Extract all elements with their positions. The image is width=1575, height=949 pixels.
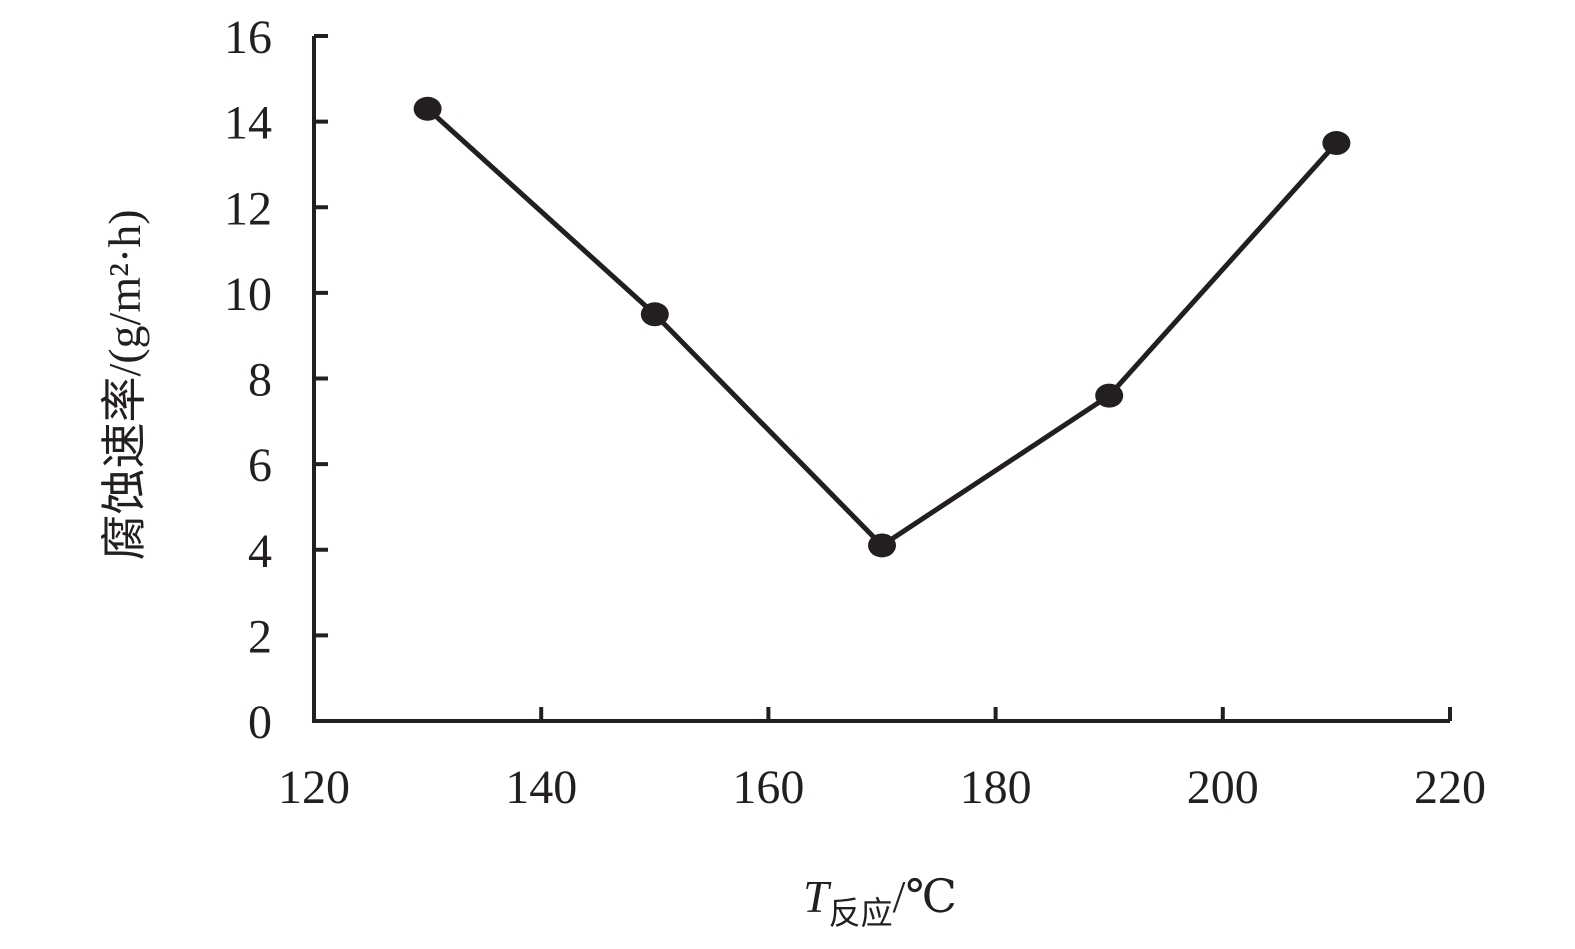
- y-tick-label: 4: [248, 525, 272, 578]
- x-tick-label: 140: [505, 761, 577, 814]
- data-point: [1322, 131, 1351, 156]
- y-axis-ticks: 0 2 4 6 8 10 12 14 16: [224, 11, 328, 749]
- x-tick-label: 200: [1187, 761, 1259, 814]
- series-group: [413, 96, 1351, 558]
- y-tick-label: 2: [248, 610, 272, 663]
- x-tick-label: 180: [960, 761, 1032, 814]
- x-axis-ticks: 120 140 160 180 200 220: [278, 707, 1486, 814]
- x-tick-label: 120: [278, 761, 350, 814]
- y-tick-label: 0: [248, 696, 272, 749]
- x-tick-label: 160: [732, 761, 804, 814]
- data-point: [868, 533, 896, 558]
- y-tick-label: 14: [224, 97, 272, 150]
- x-axis-title-variable: T: [803, 871, 832, 922]
- data-point: [413, 96, 442, 121]
- y-tick-label: 8: [248, 354, 272, 407]
- y-axis-title: 腐蚀速率/(g/m²·h): [99, 209, 150, 560]
- series-line: [425, 106, 1339, 549]
- x-axis-title-unit: /℃: [893, 871, 957, 922]
- data-point: [1095, 383, 1124, 408]
- y-tick-label: 12: [224, 182, 272, 235]
- x-axis-title-subscript: 反应: [829, 895, 893, 931]
- x-axis-title: T反应/℃: [803, 871, 957, 931]
- y-tick-label: 10: [224, 268, 272, 321]
- y-tick-label: 16: [224, 11, 272, 64]
- x-tick-label: 220: [1414, 761, 1486, 814]
- y-tick-label: 6: [248, 439, 272, 492]
- data-point: [640, 302, 669, 327]
